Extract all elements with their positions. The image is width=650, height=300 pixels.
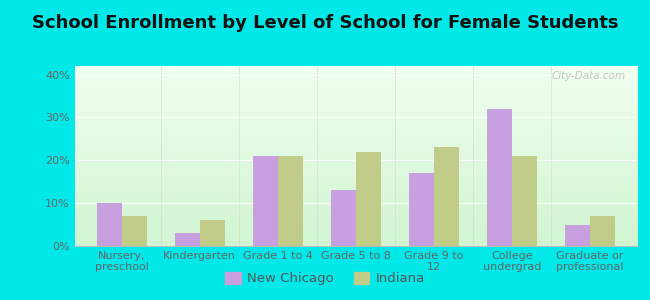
Bar [487,109,512,246]
Legend: New Chicago, Indiana: New Chicago, Indiana [220,266,430,290]
Bar [253,156,278,246]
Bar [122,216,147,246]
Bar [97,203,122,246]
Bar [409,173,434,246]
Bar [590,216,615,246]
Bar [278,156,303,246]
Bar [356,152,381,246]
Text: School Enrollment by Level of School for Female Students: School Enrollment by Level of School for… [32,14,618,32]
Text: City-Data.com: City-Data.com [552,71,626,81]
Bar [331,190,356,246]
Bar [434,147,459,246]
Bar [512,156,537,246]
Bar [200,220,225,246]
Bar [565,225,590,246]
Bar [175,233,200,246]
